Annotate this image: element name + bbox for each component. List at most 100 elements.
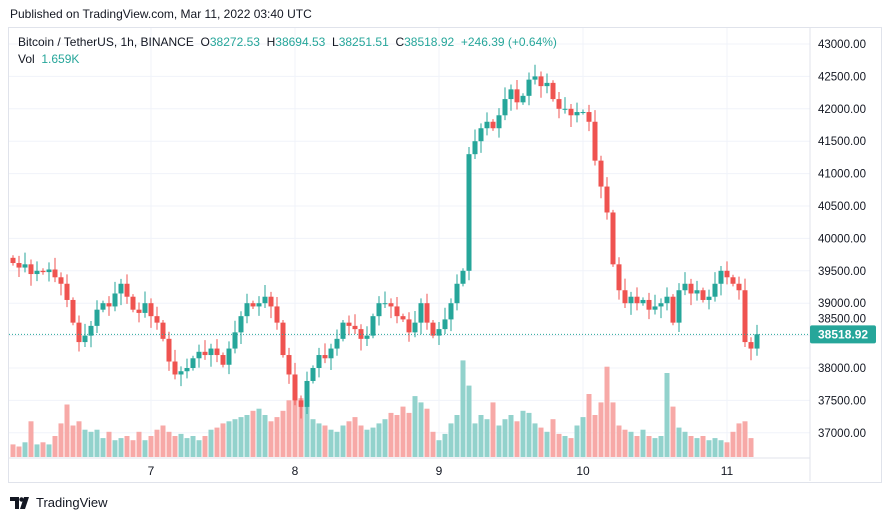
candle-body [22,264,28,268]
last-price-badge [810,325,876,344]
volume-bar [574,425,580,457]
volume-bar [292,391,298,457]
volume-bar [400,406,406,457]
volume-bar [436,440,442,457]
volume-bar [394,415,400,457]
candle-body [646,299,652,310]
candle-body [676,290,682,323]
volume-bar [700,436,706,457]
candle-body [718,270,724,284]
candle-body [334,338,340,349]
volume-bar [718,440,724,457]
candle-body [316,355,322,368]
candle-body [508,89,514,100]
candle-body [16,263,22,268]
candle-body [652,306,658,310]
volume-bar [706,440,712,457]
volume-bar [304,404,310,457]
volume-bar [526,412,532,457]
y-tick-label: 37500.00 [818,395,866,407]
candle-body [688,283,694,294]
volume-bar [46,444,52,457]
chart-frame[interactable] [8,27,882,483]
volume-bar [712,438,718,457]
candle-body [484,121,490,129]
candle-body [712,283,718,297]
candle-body [250,303,256,307]
volume-bar [160,425,166,457]
candle-body [346,322,352,326]
candle-body [706,296,712,300]
volume-bar [346,421,352,457]
volume-bar [502,419,508,457]
candle-body [490,121,496,129]
candle-body [394,306,400,317]
candle-body [586,112,592,122]
volume-bar [454,415,460,457]
volume-bar [562,436,568,457]
x-tick-label: 9 [436,464,443,478]
volume-bar [76,421,82,457]
candle-body [28,264,34,275]
candle-body [550,82,556,100]
volume-bar [442,433,448,457]
candle-body [574,112,580,116]
candle-body [466,154,472,271]
candle-body [370,316,376,336]
candle-body [580,112,586,114]
volume-bar [244,415,250,457]
tradingview-logo[interactable]: TradingView [10,495,108,510]
volume-bar [610,402,616,457]
candle-body [40,270,46,273]
volume-label: Vol [18,52,35,66]
volume-bar [82,429,88,457]
volume-bar [424,408,430,457]
candle-body [94,309,100,326]
volume-bar [256,408,262,457]
volume-bar [196,440,202,457]
high-label: H [266,35,276,49]
y-tick-label: 40500.00 [818,201,866,213]
candle-body [130,296,136,310]
volume-bar [202,436,208,457]
volume-bar [418,402,424,457]
candle-body [376,303,382,317]
volume-bar [658,436,664,457]
x-tick-label: 8 [292,464,299,478]
volume-bar [478,415,484,457]
volume-bar [676,427,682,457]
candle-body [538,76,544,87]
candle-body [520,95,526,103]
candle-body [46,269,52,273]
candle-body [532,76,538,80]
candle-body [76,322,82,343]
candle-body [280,322,286,356]
volume-bar [586,394,592,457]
volume-bar [520,410,526,457]
candle-body [58,277,64,284]
open-value: 38272.53 [209,35,260,49]
candle-body [220,355,226,365]
candle-body [184,368,190,372]
volume-bar [550,419,556,457]
candle-body [256,303,262,307]
candle-body [52,269,58,278]
candle-body [724,270,730,278]
candle-body [64,283,70,300]
candle-body [382,303,388,305]
logo-text: TradingView [36,495,108,510]
volume-bar [628,431,634,457]
volume-bar [250,410,256,457]
candle-body [112,293,118,307]
volume-bar [622,429,628,457]
low-value: 38251.51 [338,35,389,49]
volume-bar [232,419,238,457]
volume-bar [538,427,544,457]
volume-bar [100,438,106,457]
candle-body [412,322,418,333]
candle-body [292,374,298,401]
volume-bar [154,429,160,457]
volume-bar [412,396,418,457]
volume-bar [70,425,76,457]
